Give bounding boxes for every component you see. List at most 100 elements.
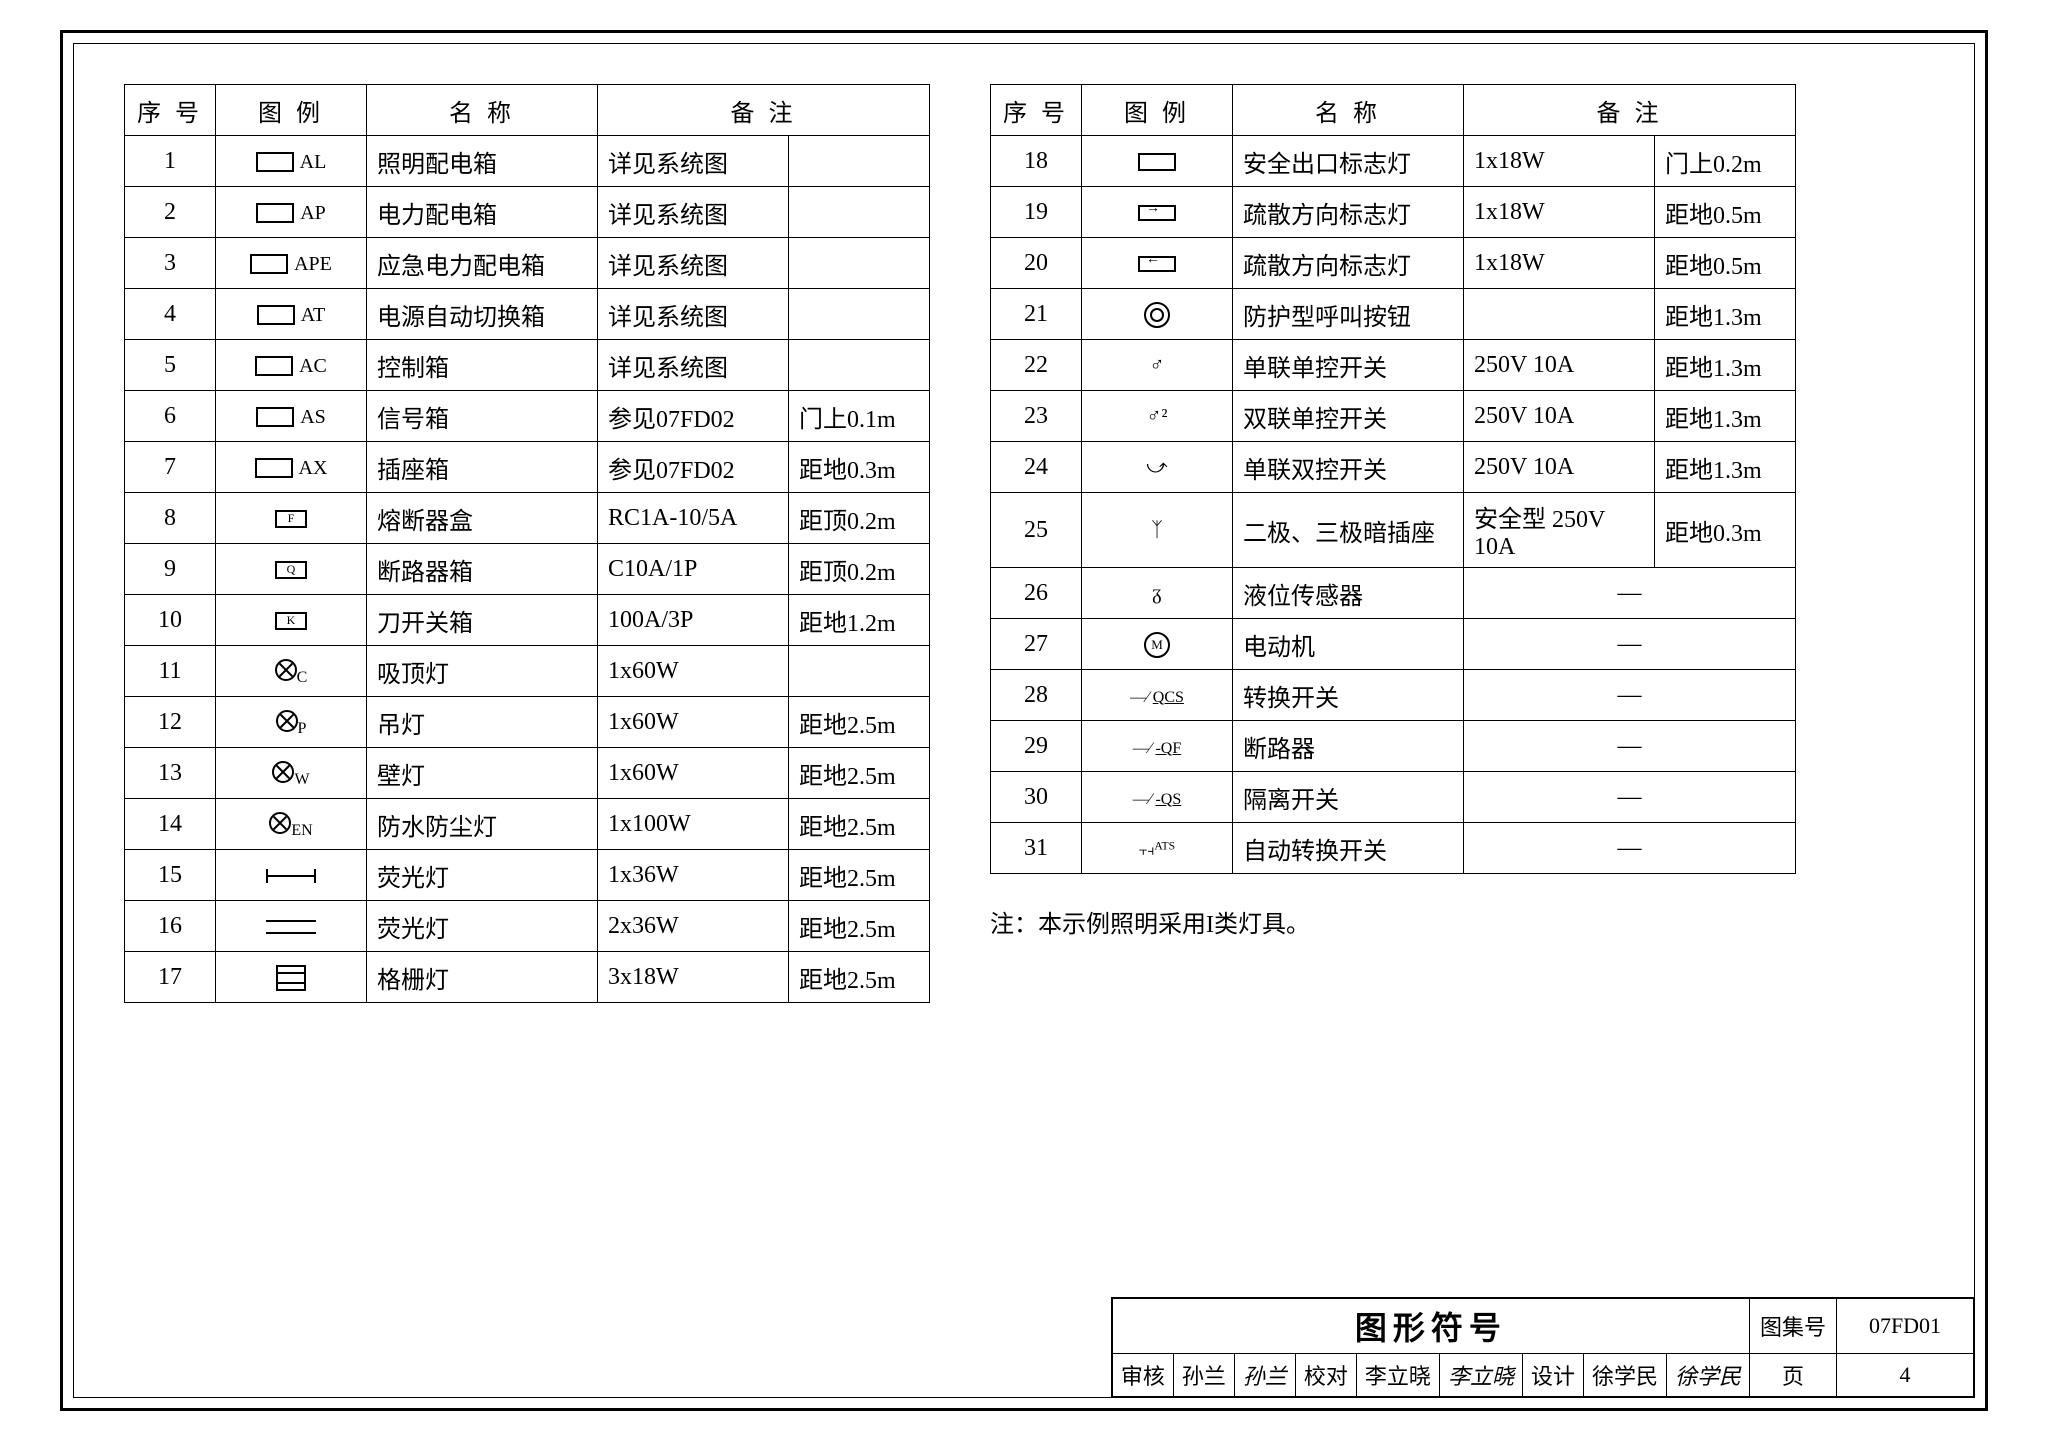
header-name: 名 称: [367, 85, 598, 136]
row-note2: 距地2.5m: [789, 799, 930, 850]
page-number: 4: [1837, 1354, 1974, 1397]
row-note2: 距地0.3m: [789, 442, 930, 493]
row-note2: [789, 340, 930, 391]
row-symbol: APE: [216, 238, 367, 289]
table-row: 25ᛉ二极、三极暗插座安全型 250V 10A距地0.3m: [991, 493, 1796, 568]
page-label: 页: [1750, 1354, 1837, 1397]
row-note1: 详见系统图: [598, 289, 789, 340]
row-seq: 22: [991, 340, 1082, 391]
row-symbol: —∕ -QF: [1082, 721, 1233, 772]
header-seq: 序 号: [125, 85, 216, 136]
row-note2: 距地1.3m: [1655, 442, 1796, 493]
design-label: 设计: [1522, 1354, 1583, 1397]
header-symbol: 图 例: [1082, 85, 1233, 136]
row-note1: 详见系统图: [598, 238, 789, 289]
row-note2: 距地2.5m: [789, 748, 930, 799]
row-name: 熔断器盒: [367, 493, 598, 544]
row-seq: 2: [125, 187, 216, 238]
header-note: 备 注: [1464, 85, 1796, 136]
row-seq: 11: [125, 646, 216, 697]
drawing-title: 图形符号: [1112, 1299, 1749, 1354]
row-note2: 距地2.5m: [789, 901, 930, 952]
row-symbol: [216, 901, 367, 952]
row-note1: 1x18W: [1464, 187, 1655, 238]
table-row: 12P吊灯1x60W距地2.5m: [125, 697, 930, 748]
row-note1: 1x36W: [598, 850, 789, 901]
row-symbol: M: [1082, 619, 1233, 670]
row-symbol: ᛉ: [1082, 493, 1233, 568]
row-name: 单联双控开关: [1233, 442, 1464, 493]
row-note: —: [1464, 619, 1796, 670]
table-row: 15荧光灯1x36W距地2.5m: [125, 850, 930, 901]
review-label: 审核: [1112, 1354, 1173, 1397]
table-row: 23♂²双联单控开关250V 10A距地1.3m: [991, 391, 1796, 442]
row-note1: [1464, 289, 1655, 340]
row-note1: 250V 10A: [1464, 442, 1655, 493]
row-seq: 6: [125, 391, 216, 442]
legend-table-left: 序 号 图 例 名 称 备 注 1 AL照明配电箱详见系统图2 AP电力配电箱详…: [124, 84, 930, 1003]
title-block: 图形符号 图集号 07FD01 审核 孙兰 孙兰 校对 李立晓 李立晓 设计 徐…: [1111, 1297, 1974, 1397]
row-note: —: [1464, 568, 1796, 619]
table-row: 13W壁灯1x60W距地2.5m: [125, 748, 930, 799]
table-row: 2 AP电力配电箱详见系统图: [125, 187, 930, 238]
row-note2: 门上0.2m: [1655, 136, 1796, 187]
row-name: 插座箱: [367, 442, 598, 493]
table-row: 16荧光灯2x36W距地2.5m: [125, 901, 930, 952]
row-note1: 250V 10A: [1464, 340, 1655, 391]
row-name: 格栅灯: [367, 952, 598, 1003]
row-name: 吊灯: [367, 697, 598, 748]
row-note2: [789, 646, 930, 697]
design-name: 徐学民: [1583, 1354, 1666, 1397]
row-name: 壁灯: [367, 748, 598, 799]
row-symbol: C: [216, 646, 367, 697]
row-note1: RC1A-10/5A: [598, 493, 789, 544]
row-seq: 25: [991, 493, 1082, 568]
row-note1: 安全型 250V 10A: [1464, 493, 1655, 568]
row-note2: 距地0.5m: [1655, 238, 1796, 289]
row-name: 应急电力配电箱: [367, 238, 598, 289]
row-symbol: AX: [216, 442, 367, 493]
row-note1: 1x60W: [598, 646, 789, 697]
row-symbol: P: [216, 697, 367, 748]
table-row: 14EN防水防尘灯1x100W距地2.5m: [125, 799, 930, 850]
row-seq: 13: [125, 748, 216, 799]
row-seq: 24: [991, 442, 1082, 493]
table-row: 9Q断路器箱C10A/1P距顶0.2m: [125, 544, 930, 595]
row-name: 疏散方向标志灯: [1233, 187, 1464, 238]
row-name: 安全出口标志灯: [1233, 136, 1464, 187]
row-seq: 16: [125, 901, 216, 952]
table-row: 6 AS信号箱参见07FD02门上0.1m: [125, 391, 930, 442]
row-note1: 1x18W: [1464, 238, 1655, 289]
row-name: 刀开关箱: [367, 595, 598, 646]
table-row: 29—∕ -QF断路器—: [991, 721, 1796, 772]
row-seq: 10: [125, 595, 216, 646]
row-symbol: ♂²: [1082, 391, 1233, 442]
row-name: 自动转换开关: [1233, 823, 1464, 874]
row-note1: 详见系统图: [598, 340, 789, 391]
row-note1: C10A/1P: [598, 544, 789, 595]
row-name: 荧光灯: [367, 901, 598, 952]
row-note: —: [1464, 823, 1796, 874]
row-seq: 12: [125, 697, 216, 748]
footnote-text: 注：本示例照明采用I类灯具。: [990, 904, 1796, 939]
row-name: 照明配电箱: [367, 136, 598, 187]
row-name: 荧光灯: [367, 850, 598, 901]
table-row: 7 AX插座箱参见07FD02距地0.3m: [125, 442, 930, 493]
table-row: 1 AL照明配电箱详见系统图: [125, 136, 930, 187]
album-number: 07FD01: [1837, 1299, 1974, 1354]
proof-name: 李立晓: [1356, 1354, 1439, 1397]
row-note1: 1x18W: [1464, 136, 1655, 187]
row-note1: 3x18W: [598, 952, 789, 1003]
row-seq: 29: [991, 721, 1082, 772]
row-seq: 4: [125, 289, 216, 340]
row-seq: 17: [125, 952, 216, 1003]
row-note2: 距地2.5m: [789, 850, 930, 901]
table-row: 20疏散方向标志灯1x18W距地0.5m: [991, 238, 1796, 289]
table-row: 11C吸顶灯1x60W: [125, 646, 930, 697]
row-seq: 30: [991, 772, 1082, 823]
row-note2: 距地1.2m: [789, 595, 930, 646]
row-note2: [789, 136, 930, 187]
row-seq: 31: [991, 823, 1082, 874]
row-note1: 参见07FD02: [598, 442, 789, 493]
row-seq: 5: [125, 340, 216, 391]
